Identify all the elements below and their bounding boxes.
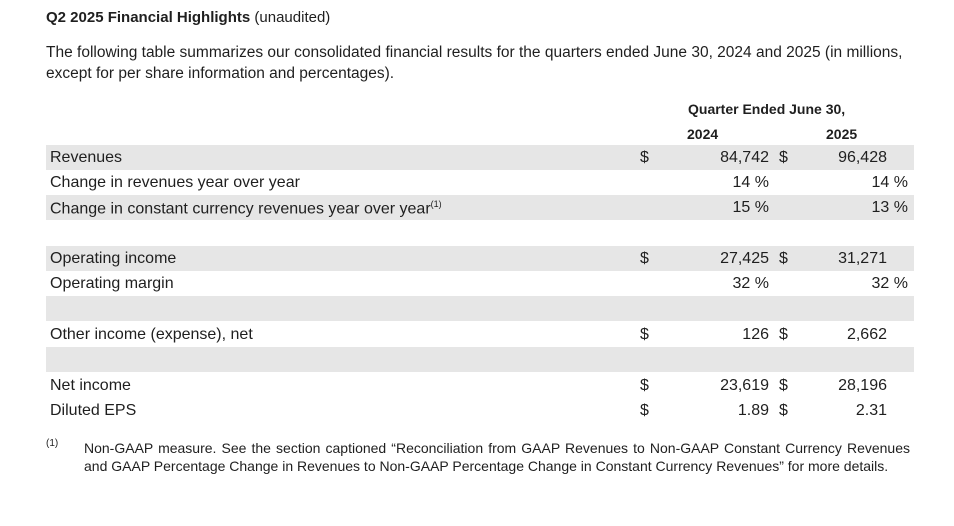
value-2025: 32 % (871, 275, 908, 292)
dollar-sign: $ (640, 149, 649, 166)
table-row: Operating margin 32 % 32 % (46, 271, 914, 296)
row-label: Operating margin (50, 275, 174, 292)
dollar-sign: $ (640, 402, 649, 419)
table-row: Net income $ 23,619 $ 28,196 (46, 373, 914, 398)
page-title: Q2 2025 Financial Highlights (unaudited) (46, 9, 330, 26)
row-label: Change in revenues year over year (50, 174, 300, 191)
value-2025: 28,196 (838, 377, 887, 394)
table-row: Other income (expense), net $ 126 $ 2,66… (46, 322, 914, 347)
dollar-sign: $ (779, 250, 788, 267)
year-header-2025: 2025 (826, 126, 858, 142)
table-row: Revenues $ 84,742 $ 96,428 (46, 145, 914, 170)
value-2024: 14 % (732, 174, 769, 191)
value-2024: 84,742 (720, 149, 769, 166)
value-2024: 23,619 (720, 377, 769, 394)
value-2024: 1.89 (737, 402, 769, 419)
value-2025: 31,271 (838, 250, 887, 267)
intro-paragraph: The following table summarizes our conso… (46, 44, 903, 82)
table-row: Change in constant currency revenues yea… (46, 195, 914, 220)
title-suffix: (unaudited) (250, 9, 331, 26)
title-bold: Q2 2025 Financial Highlights (46, 9, 251, 26)
value-2024: 126 (742, 326, 769, 343)
footnote-text: Non-GAAP measure. See the section captio… (84, 440, 910, 474)
dollar-sign: $ (779, 377, 788, 394)
spacer-row (46, 220, 914, 245)
row-label: Other income (expense), net (50, 326, 253, 343)
spacer-row (46, 296, 914, 321)
row-label: Net income (50, 377, 131, 394)
dollar-sign: $ (779, 402, 788, 419)
value-2024: 27,425 (720, 250, 769, 267)
dollar-sign: $ (640, 326, 649, 343)
value-2024: 15 % (732, 199, 769, 216)
spacer-row (46, 347, 914, 372)
value-2025: 2,662 (846, 326, 887, 343)
dollar-sign: $ (779, 326, 788, 343)
row-label: Change in constant currency revenues yea… (50, 199, 442, 218)
value-2025: 96,428 (838, 149, 887, 166)
row-label: Revenues (50, 149, 123, 166)
period-header: Quarter Ended June 30, (688, 101, 846, 117)
table-row: Change in revenues year over year 14 % 1… (46, 170, 914, 195)
dollar-sign: $ (779, 149, 788, 166)
footnote-reference: (1) (430, 199, 442, 209)
dollar-sign: $ (640, 377, 649, 394)
value-2024: 32 % (732, 275, 769, 292)
table-row: Operating income $ 27,425 $ 31,271 (46, 246, 914, 271)
row-label-text: Change in constant currency revenues yea… (50, 200, 431, 218)
row-label: Operating income (50, 250, 177, 267)
row-label: Diluted EPS (50, 402, 137, 419)
value-2025: 14 % (871, 174, 908, 191)
dollar-sign: $ (640, 250, 649, 267)
footnote-marker: (1) (46, 438, 59, 449)
table-row: Diluted EPS $ 1.89 $ 2.31 (46, 398, 914, 423)
year-header-2024: 2024 (687, 126, 719, 142)
value-2025: 2.31 (855, 402, 887, 419)
value-2025: 13 % (871, 199, 908, 216)
